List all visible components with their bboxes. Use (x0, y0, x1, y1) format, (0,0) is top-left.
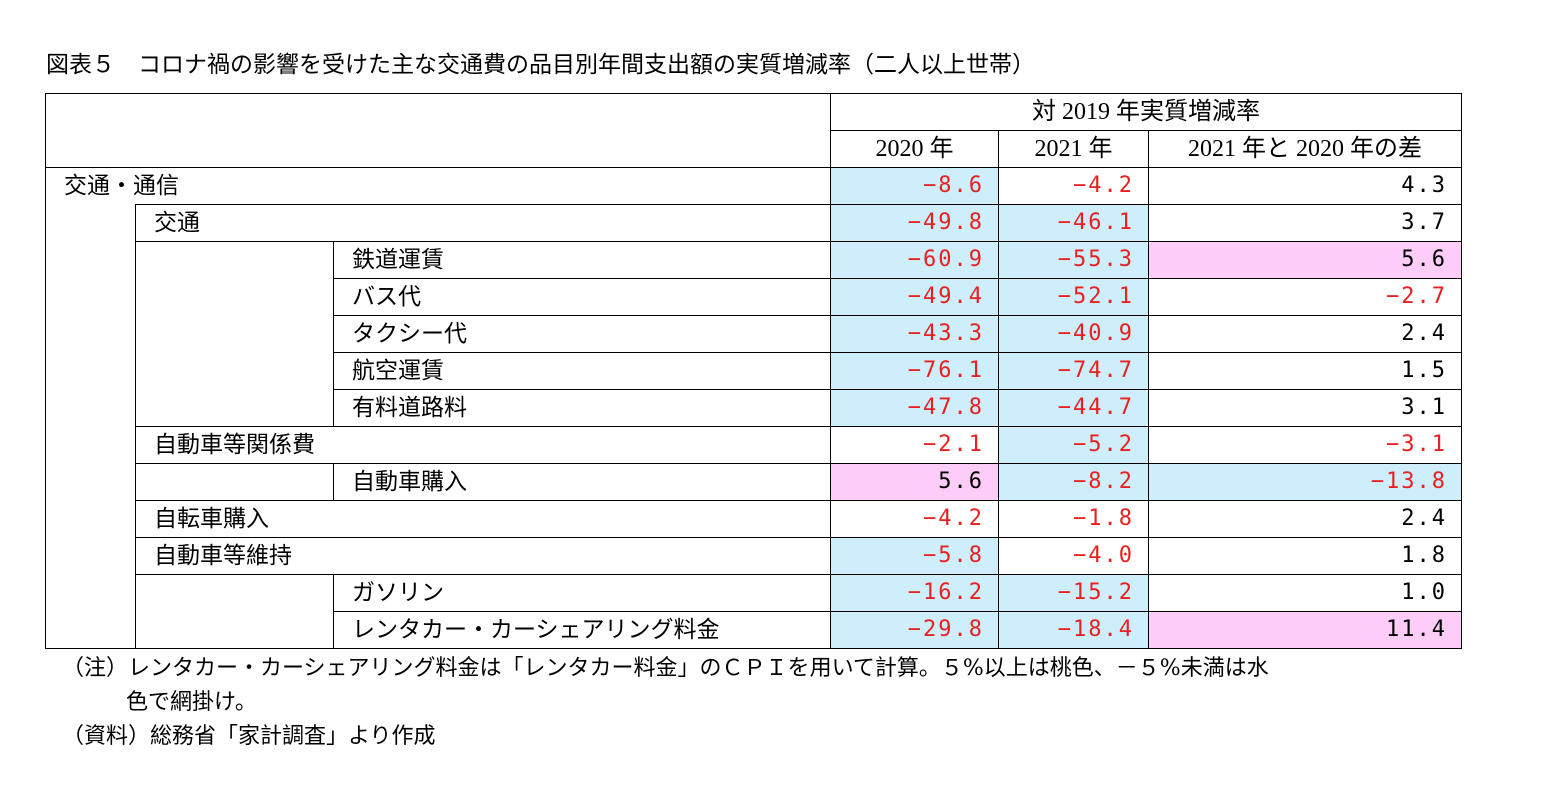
table-row: 自動車等維持 −5.8 −4.0 1.8 (45, 537, 1463, 575)
value-cell: −15.2 (998, 574, 1150, 612)
indent-spacer (45, 426, 136, 464)
row-label: 自転車購入 (134, 500, 832, 538)
value-cell: −5.2 (998, 426, 1150, 464)
value-cell: −4.0 (998, 537, 1150, 575)
indent-spacer (45, 278, 136, 316)
row-label: 鉄道運賃 (332, 241, 832, 279)
header-row-group: 対 2019 年実質増減率 (44, 93, 1463, 168)
value-cell: 11.4 (1148, 611, 1463, 649)
table-row: タクシー代 −43.3 −40.9 2.4 (45, 315, 1463, 353)
column-header-2021: 2021 年 (998, 130, 1150, 168)
value-cell: −55.3 (998, 241, 1150, 279)
value-cell: −60.9 (830, 241, 1000, 279)
indent-spacer (45, 241, 136, 279)
value-cell: 2.4 (1148, 315, 1463, 353)
table-row: 交通 −49.8 −46.1 3.7 (45, 204, 1463, 242)
value-cell: −29.8 (830, 611, 1000, 649)
value-cell: −52.1 (998, 278, 1150, 316)
indent-spacer (135, 574, 334, 612)
indent-spacer (45, 352, 136, 390)
indent-spacer (45, 537, 136, 575)
value-cell: 1.8 (1148, 537, 1463, 575)
table-row: バス代 −49.4 −52.1 −2.7 (45, 278, 1463, 316)
value-cell: −47.8 (830, 389, 1000, 427)
header-blank-cell (44, 93, 832, 168)
data-table: 対 2019 年実質増減率 2020 年 2021 年 2021 年と 2020… (44, 93, 1463, 649)
value-cell: −4.2 (830, 500, 1000, 538)
indent-spacer (45, 500, 136, 538)
indent-spacer (135, 278, 334, 316)
value-cell: −13.8 (1148, 463, 1463, 501)
row-label: 自動車購入 (332, 463, 832, 501)
indent-spacer (45, 389, 136, 427)
table-row: 自転車購入 −4.2 −1.8 2.4 (45, 500, 1463, 538)
row-label: 交通・通信 (44, 167, 832, 205)
source-line: （資料）総務省「家計調査」より作成 (62, 724, 436, 749)
row-label: レンタカー・カーシェアリング料金 (332, 611, 832, 649)
value-cell: −16.2 (830, 574, 1000, 612)
indent-spacer (135, 241, 334, 279)
value-cell: −46.1 (998, 204, 1150, 242)
row-label: バス代 (332, 278, 832, 316)
chart-title: 図表５ コロナ禍の影響を受けた主な交通費の品目別年間支出額の実質増減率（二人以上… (46, 52, 1035, 78)
value-cell: −1.8 (998, 500, 1150, 538)
table-row: 有料道路料 −47.8 −44.7 3.1 (45, 389, 1463, 427)
indent-spacer (45, 611, 136, 649)
value-cell: 5.6 (1148, 241, 1463, 279)
indent-spacer (135, 315, 334, 353)
indent-spacer (45, 463, 136, 501)
column-header-diff: 2021 年と 2020 年の差 (1148, 130, 1463, 168)
table-row: 自動車購入 5.6 −8.2 −13.8 (45, 463, 1463, 501)
value-cell: −8.6 (830, 167, 1000, 205)
value-cell: 3.1 (1148, 389, 1463, 427)
value-cell: −49.8 (830, 204, 1000, 242)
value-cell: −18.4 (998, 611, 1150, 649)
row-label: 有料道路料 (332, 389, 832, 427)
row-label: 交通 (134, 204, 832, 242)
column-header-2020: 2020 年 (830, 130, 1000, 168)
header-group-cell: 対 2019 年実質増減率 (830, 93, 1463, 131)
value-cell: 1.5 (1148, 352, 1463, 390)
indent-spacer (135, 611, 334, 649)
table-row: ガソリン −16.2 −15.2 1.0 (45, 574, 1463, 612)
table-row: 航空運賃 −76.1 −74.7 1.5 (45, 352, 1463, 390)
value-cell: −4.2 (998, 167, 1150, 205)
table-row: レンタカー・カーシェアリング料金 −29.8 −18.4 11.4 (45, 611, 1463, 649)
table-row: 自動車等関係費 −2.1 −5.2 −3.1 (45, 426, 1463, 464)
indent-spacer (135, 352, 334, 390)
table-row: 鉄道運賃 −60.9 −55.3 5.6 (45, 241, 1463, 279)
table-row: 交通・通信 −8.6 −4.2 4.3 (44, 167, 1463, 205)
note-line: （注）レンタカー・カーシェアリング料金は「レンタカー料金」のＣＰＩを用いて計算。… (62, 656, 1269, 681)
indent-spacer (135, 389, 334, 427)
value-cell: −3.1 (1148, 426, 1463, 464)
row-label: 自動車等維持 (134, 537, 832, 575)
header-row-columns: 2020 年 2021 年 2021 年と 2020 年の差 (46, 130, 1463, 168)
value-cell: −2.7 (1148, 278, 1463, 316)
value-cell: 2.4 (1148, 500, 1463, 538)
row-label: 自動車等関係費 (134, 426, 832, 464)
value-cell: −2.1 (830, 426, 1000, 464)
indent-spacer (135, 463, 334, 501)
value-cell: 1.0 (1148, 574, 1463, 612)
value-cell: −76.1 (830, 352, 1000, 390)
row-label: 航空運賃 (332, 352, 832, 390)
row-label: ガソリン (332, 574, 832, 612)
row-label: タクシー代 (332, 315, 832, 353)
value-cell: −8.2 (998, 463, 1150, 501)
value-cell: −5.8 (830, 537, 1000, 575)
indent-spacer (45, 315, 136, 353)
value-cell: 4.3 (1148, 167, 1463, 205)
indent-spacer (45, 574, 136, 612)
value-cell: −49.4 (830, 278, 1000, 316)
value-cell: −44.7 (998, 389, 1150, 427)
notes: （注）レンタカー・カーシェアリング料金は「レンタカー料金」のＣＰＩを用いて計算。… (62, 652, 1522, 754)
value-cell: 3.7 (1148, 204, 1463, 242)
value-cell: −74.7 (998, 352, 1150, 390)
value-cell: −40.9 (998, 315, 1150, 353)
value-cell: −43.3 (830, 315, 1000, 353)
note-continuation: 色で網掛け。 (126, 690, 257, 715)
value-cell: 5.6 (830, 463, 1000, 501)
indent-spacer (45, 204, 136, 242)
